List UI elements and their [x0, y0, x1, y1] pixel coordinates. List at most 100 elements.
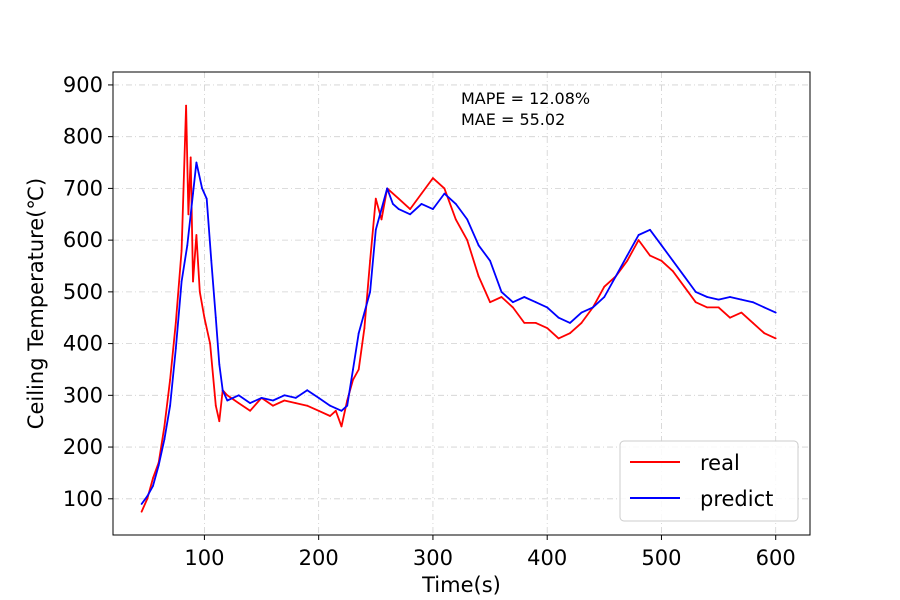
mape-annotation: MAPE = 12.08% — [461, 89, 590, 108]
data-point-predict — [374, 228, 377, 231]
data-point-real — [374, 197, 377, 200]
data-point-predict — [210, 259, 213, 262]
data-point-predict — [237, 394, 240, 397]
data-point-predict — [740, 298, 743, 301]
y-tick-label: 100 — [63, 487, 103, 511]
data-point-predict — [466, 218, 469, 221]
legend-label-predict: predict — [700, 487, 773, 511]
data-point-predict — [672, 259, 674, 262]
data-point-predict — [226, 399, 229, 402]
data-point-predict — [763, 306, 766, 309]
data-point-predict — [774, 311, 777, 314]
data-point-predict — [397, 208, 400, 211]
data-point-predict — [443, 192, 446, 195]
data-point-predict — [152, 485, 154, 487]
data-point-real — [334, 409, 337, 412]
data-point-predict — [294, 397, 297, 399]
data-point-predict — [346, 404, 349, 407]
data-point-real — [717, 306, 720, 309]
data-point-predict — [637, 234, 640, 236]
data-point-real — [189, 156, 192, 159]
data-point-real — [317, 409, 320, 412]
data-point-predict — [660, 244, 663, 247]
data-point-predict — [454, 203, 457, 205]
data-point-real — [546, 327, 549, 329]
data-point-real — [218, 420, 221, 423]
data-point-predict — [626, 254, 629, 257]
data-point-predict — [192, 192, 194, 195]
x-tick-label: 600 — [756, 546, 796, 570]
data-point-real — [363, 327, 366, 329]
data-point-predict — [249, 402, 252, 404]
data-point-real — [603, 285, 606, 288]
data-point-predict — [546, 306, 549, 309]
data-point-real — [306, 404, 309, 407]
x-tick-label: 400 — [527, 546, 567, 570]
x-axis-label: Time(s) — [421, 573, 501, 597]
data-point-real — [185, 104, 188, 107]
data-point-real — [420, 192, 423, 195]
data-point-predict — [717, 298, 720, 301]
data-point-real — [152, 477, 154, 479]
data-point-predict — [340, 409, 343, 412]
data-point-predict — [157, 464, 160, 467]
data-point-predict — [489, 259, 491, 262]
data-point-real — [637, 239, 640, 242]
data-point-real — [660, 259, 663, 262]
data-point-real — [209, 342, 212, 345]
data-point-real — [672, 270, 674, 273]
data-point-predict — [205, 197, 208, 200]
data-point-real — [169, 378, 172, 381]
data-point-real — [752, 322, 754, 324]
data-point-real — [454, 218, 457, 221]
data-point-predict — [386, 187, 389, 190]
data-point-real — [329, 415, 331, 417]
y-tick-label: 900 — [63, 73, 103, 97]
data-point-real — [340, 425, 343, 428]
data-point-real — [706, 306, 709, 309]
series-layer — [140, 104, 777, 513]
data-point-real — [187, 213, 190, 216]
data-point-predict — [729, 296, 731, 298]
data-point-real — [466, 239, 469, 242]
legend: real predict — [619, 440, 799, 522]
data-point-predict — [380, 208, 383, 211]
data-point-predict — [683, 275, 686, 278]
data-point-real — [226, 394, 229, 397]
data-point-predict — [603, 296, 606, 298]
data-point-predict — [614, 275, 617, 278]
data-point-predict — [306, 389, 309, 392]
data-point-real — [649, 254, 651, 257]
data-point-real — [477, 275, 480, 278]
data-point-predict — [369, 291, 371, 293]
y-tick-label: 600 — [63, 228, 103, 252]
data-point-real — [192, 280, 194, 283]
data-point-predict — [329, 404, 331, 407]
data-point-predict — [180, 280, 183, 283]
x-tick-label: 300 — [413, 546, 453, 570]
data-point-real — [763, 332, 766, 335]
data-point-predict — [169, 404, 172, 407]
data-point-predict — [201, 187, 204, 190]
data-point-real — [357, 368, 360, 371]
data-point-real — [534, 322, 537, 324]
data-point-real — [203, 316, 206, 319]
legend-label-real: real — [700, 451, 740, 475]
data-point-real — [740, 311, 743, 314]
data-point-predict — [146, 495, 149, 498]
data-point-predict — [569, 322, 571, 324]
data-point-real — [523, 322, 526, 324]
data-point-real — [500, 296, 503, 298]
data-point-real — [369, 259, 371, 262]
data-point-predict — [592, 306, 594, 309]
data-point-real — [163, 425, 166, 428]
y-tick-label: 300 — [63, 383, 103, 407]
x-tick-label: 200 — [299, 546, 339, 570]
data-point-predict — [283, 394, 286, 397]
data-point-real — [409, 208, 411, 211]
data-point-real — [443, 187, 446, 190]
data-point-predict — [534, 301, 537, 304]
data-point-real — [432, 177, 434, 180]
data-point-real — [683, 285, 686, 288]
